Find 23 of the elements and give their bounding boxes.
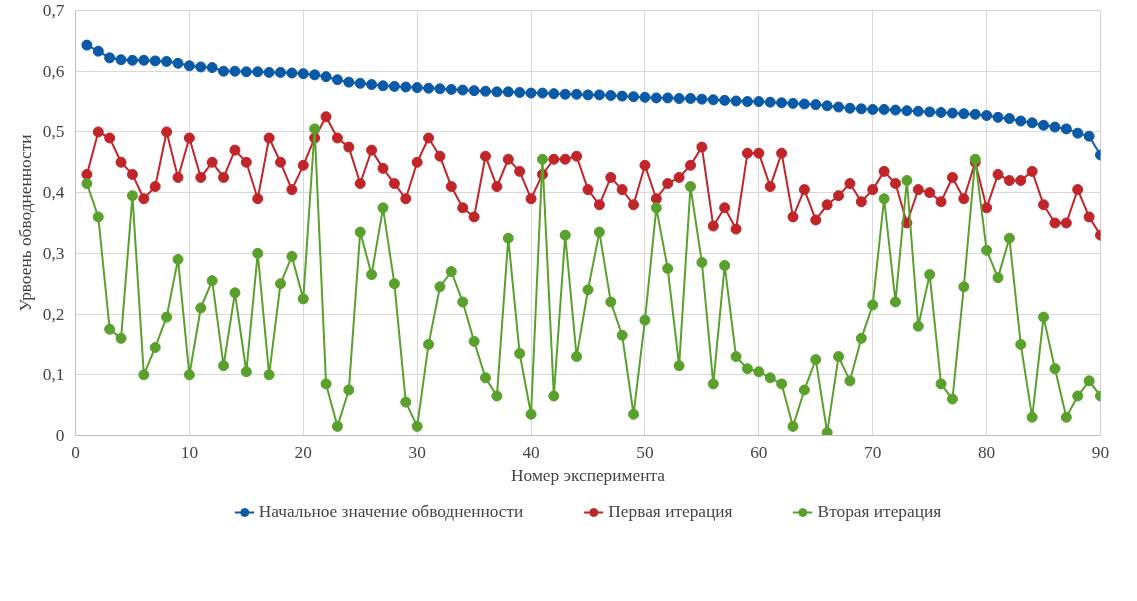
y-tick-label: 0,4 bbox=[42, 183, 65, 203]
y-axis-title: Урвоень обводненности bbox=[15, 134, 35, 312]
x-tick-label: 40 bbox=[522, 442, 540, 462]
x-tick-label: 60 bbox=[750, 442, 768, 462]
y-tick-label: 0,5 bbox=[42, 122, 65, 142]
legend-label: Первая итерация bbox=[608, 502, 733, 522]
legend-label: Начальное значение обводненности bbox=[258, 502, 524, 522]
x-tick-label: 10 bbox=[180, 442, 199, 462]
legend-label: Вторая итерация bbox=[817, 502, 942, 522]
x-tick-label: 20 bbox=[294, 442, 312, 462]
y-tick-label: 0,7 bbox=[42, 1, 65, 20]
y-tick-label: 0,3 bbox=[42, 243, 65, 263]
x-axis-title: Номер эксперимента bbox=[511, 465, 666, 485]
y-tick-label: 0 bbox=[55, 426, 65, 445]
x-tick-label: 90 bbox=[1091, 442, 1110, 462]
y-tick-label: 0,6 bbox=[42, 61, 65, 81]
x-tick-label: 70 bbox=[864, 442, 882, 462]
y-tick-label: 0,2 bbox=[42, 304, 65, 324]
x-tick-label: 30 bbox=[408, 442, 426, 462]
x-tick-label: 50 bbox=[636, 442, 654, 462]
x-tick-label: 80 bbox=[977, 442, 996, 462]
x-tick-label: 0 bbox=[71, 442, 80, 462]
y-tick-label: 0,1 bbox=[42, 365, 65, 385]
